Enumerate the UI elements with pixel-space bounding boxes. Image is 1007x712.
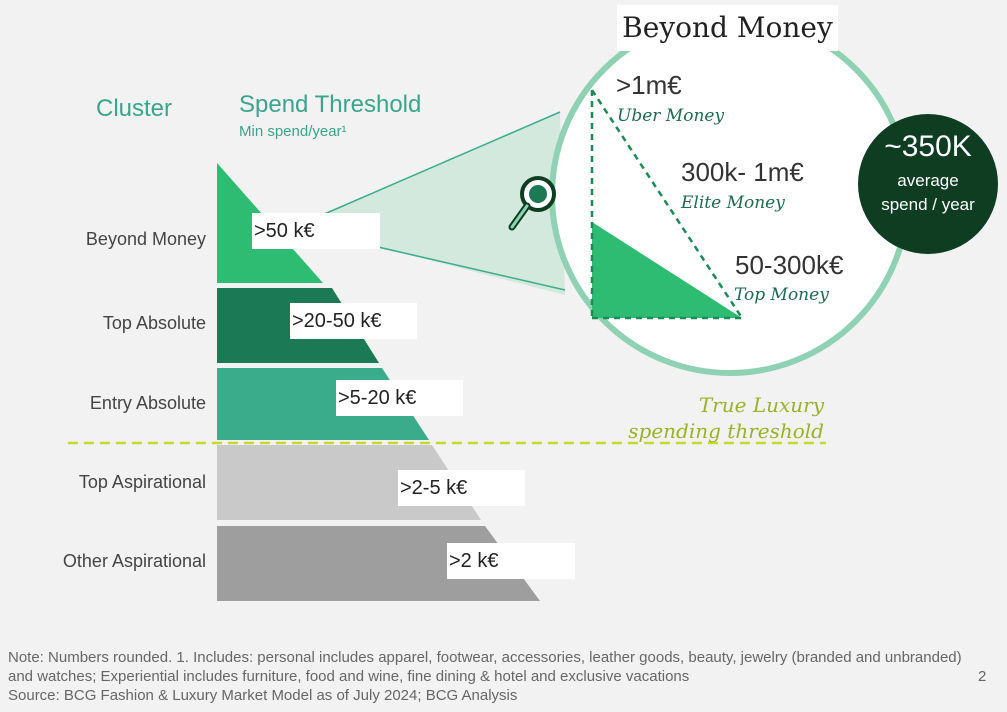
threshold-top-aspirational: >2-5 k€ — [398, 470, 525, 506]
footnote: Note: Numbers rounded. 1. Includes: pers… — [8, 648, 973, 705]
tier-amount-elite: 300k- 1m€ — [681, 157, 804, 187]
average-spend-badge: ~350K average spend / year — [858, 114, 998, 254]
spend-threshold-header: Spend Threshold — [239, 91, 422, 118]
true-luxury-label: True Luxury spending threshold — [600, 392, 824, 444]
threshold-beyond-money: >50 k€ — [252, 213, 380, 249]
spend-threshold-subheader: Min spend/year¹ — [239, 123, 347, 140]
tier-amount-top: 50-300k€ — [735, 250, 844, 280]
threshold-top-absolute: >20-50 k€ — [290, 303, 417, 339]
badge-value: ~350K — [884, 130, 972, 163]
badge-text: average spend / year — [881, 171, 975, 214]
footnote-note: Note: Numbers rounded. 1. Includes: pers… — [8, 649, 962, 685]
true-luxury-line1: True Luxury — [698, 393, 824, 417]
zoom-connector — [322, 112, 565, 295]
cluster-header: Cluster — [96, 95, 173, 122]
tier-amount-uber: >1m€ — [616, 70, 682, 100]
page-number: 2 — [978, 668, 987, 685]
top-money-triangle — [592, 222, 742, 318]
cluster-label-entry-absolute: Entry Absolute — [89, 393, 206, 413]
magnifier-icon — [508, 176, 556, 231]
cluster-label-other-aspirational: Other Aspirational — [62, 551, 206, 571]
true-luxury-line2: spending threshold — [628, 419, 824, 443]
cluster-label-top-aspirational: Top Aspirational — [78, 472, 206, 492]
zoom-title: Beyond Money — [617, 5, 838, 51]
cluster-label-beyond-money: Beyond Money — [85, 229, 206, 249]
footnote-source: Source: BCG Fashion & Luxury Market Mode… — [8, 687, 518, 704]
cluster-label-top-absolute: Top Absolute — [102, 313, 206, 333]
threshold-entry-absolute: >5-20 k€ — [336, 380, 463, 416]
tier-name-top: Top Money — [734, 285, 829, 305]
tier-name-elite: Elite Money — [681, 193, 785, 213]
threshold-other-aspirational: >2 k€ — [447, 543, 575, 579]
tier-name-uber: Uber Money — [617, 106, 725, 126]
